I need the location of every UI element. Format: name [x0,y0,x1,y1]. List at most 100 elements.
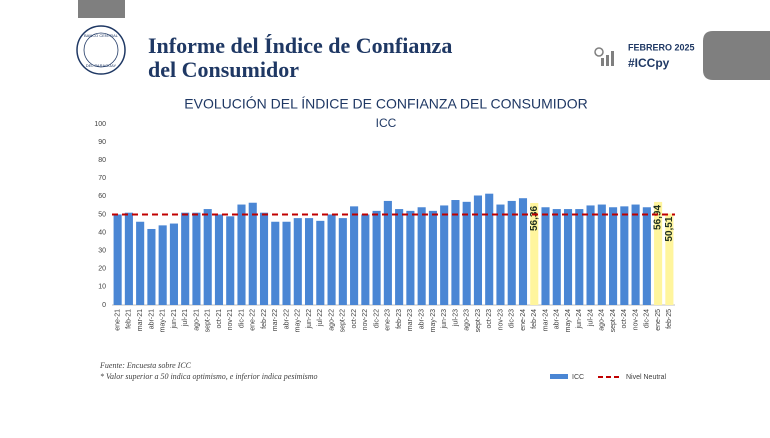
report-date: FEBRERO 2025 [628,42,695,52]
x-tick-label: feb-21 [126,309,133,329]
x-tick-label: ene-21 [114,309,121,331]
logo-text: BANCO CENTRAL [84,33,119,38]
x-tick-label: sept-22 [340,309,347,332]
y-tick-label: 100 [94,121,106,128]
x-tick-label: ene-25 [655,309,662,331]
bar [158,225,167,305]
bar [395,209,404,305]
bar [665,213,674,305]
y-tick-label: 10 [98,284,106,291]
bar [214,214,224,305]
y-tick-label: 0 [102,302,106,309]
bar [338,218,347,305]
bar [181,212,190,305]
x-tick-label: abr-24 [554,309,561,329]
bar [575,209,584,305]
data-label: 56,94 [653,205,664,230]
x-tick-label: nov-23 [497,309,504,331]
x-tick-label: dic-22 [373,309,380,328]
x-tick-label: jul-23 [452,309,459,327]
bar [440,205,449,305]
page-title: del Consumidor [148,57,299,82]
y-tick-label: 20 [98,266,106,273]
y-tick-label: 80 [98,157,106,164]
bar [428,210,437,305]
x-tick-label: dic-23 [509,309,516,328]
x-tick-label: oct-24 [621,309,628,329]
legend-label: Nivel Neutral [626,374,667,381]
bar [609,207,618,305]
bar [654,201,663,305]
x-tick-label: mar-21 [137,309,144,331]
y-tick-label: 60 [98,193,106,200]
logo [76,25,126,75]
bar [462,201,471,305]
bar [417,207,426,305]
x-tick-label: feb-23 [396,309,403,329]
x-tick-label: may-22 [295,309,302,332]
footnote: Fuente: Encuesta sobre ICC [99,361,192,370]
bar [169,223,178,305]
bar [507,200,516,305]
x-tick-label: dic-21 [238,309,245,328]
logo-inner [83,32,119,68]
y-tick-label: 90 [98,139,106,146]
x-tick-label: abr-21 [148,309,155,329]
x-tick-label: jul-24 [587,309,594,327]
bar [192,212,201,305]
bar [293,218,302,305]
y-tick-label: 50 [98,211,106,218]
footnote: * Valor superior a 50 indica optimismo, … [100,372,318,381]
y-tick-label: 40 [98,229,106,236]
bar [271,221,280,305]
bar [327,214,336,305]
x-tick-label: oct-23 [486,309,493,329]
bar [147,228,156,305]
data-label: 56,36 [529,206,540,231]
bar [372,210,381,305]
x-tick-label: nov-21 [227,309,234,331]
bar [485,193,494,305]
x-tick-label: jun-23 [441,309,448,330]
bar [350,206,359,305]
x-tick-label: feb-22 [261,309,268,329]
chart-subtitle: ICC [376,116,397,130]
page-title: Informe del Índice de Confianza [148,33,452,58]
bar [518,198,528,305]
bar [451,200,460,305]
bar [136,221,145,305]
bar [496,204,505,305]
x-tick-label: dic-24 [644,309,651,328]
x-tick-label: feb-25 [666,309,673,329]
bar [473,195,483,305]
x-tick-label: jul-22 [317,309,324,327]
x-tick-label: sept-21 [205,309,212,332]
x-tick-label: ago-24 [599,309,606,331]
bar [203,209,212,305]
header-block [78,0,125,18]
y-tick-label: 30 [98,248,106,255]
bar [406,210,415,305]
stats-icon [594,47,614,66]
bar [530,202,539,305]
x-tick-label: ene-23 [385,309,392,331]
x-tick-label: ene-24 [520,309,527,331]
bar [383,200,392,305]
bar [541,207,550,305]
bar [282,221,291,305]
hashtag: #ICCpy [628,56,670,70]
chart-title: EVOLUCIÓN DEL ÍNDICE DE CONFIANZA DEL CO… [184,96,587,112]
x-tick-label: abr-23 [418,309,425,329]
data-label: 50,51 [664,216,675,241]
bar [597,204,606,305]
header-tab [703,31,770,80]
x-tick-label: ago-21 [193,309,200,331]
x-tick-label: may-21 [160,309,167,332]
x-tick-label: ene-22 [250,309,257,331]
x-tick-label: jun-22 [306,309,313,330]
logo-text: DEL PARAGUAY [86,63,117,68]
x-tick-label: feb-24 [531,309,538,329]
bar [304,218,314,305]
bar [226,216,235,305]
